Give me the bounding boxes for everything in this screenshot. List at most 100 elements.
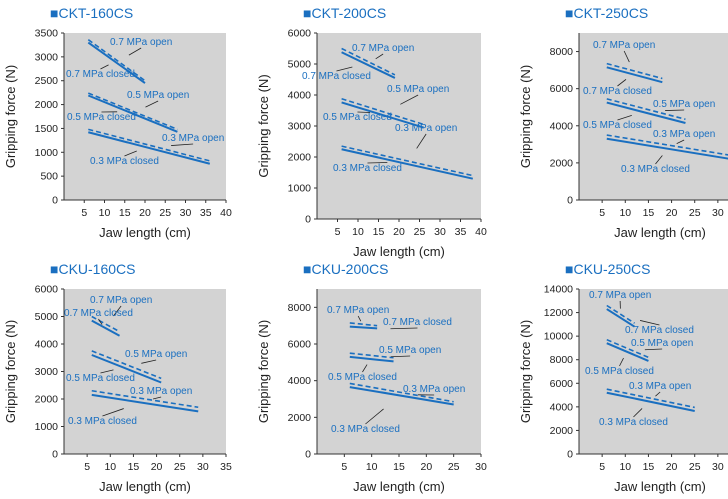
series-label: 0.7 MPa open: [352, 43, 414, 54]
y-tick-label: 2000: [550, 425, 574, 437]
x-axis-label: Jaw length (cm): [353, 479, 445, 494]
y-tick-label: 5000: [288, 59, 312, 71]
series-label: 0.3 MPa open: [629, 381, 691, 392]
y-tick-label: 6000: [288, 339, 312, 351]
series-line-0-5-mpa-closed: [606, 101, 686, 124]
plot-area: [579, 289, 728, 454]
series-label: 0.5 MPa open: [387, 84, 449, 95]
series-line-0-3-mpa-closed: [88, 131, 211, 165]
x-tick-label: 5: [81, 207, 87, 219]
leader-line: [362, 364, 368, 373]
leader-line: [113, 305, 122, 317]
series-label: 0.3 MPa open: [395, 123, 457, 134]
x-tick-label: 5: [599, 461, 605, 473]
y-tick-label: 2000: [288, 412, 312, 424]
x-tick-label: 10: [366, 461, 378, 473]
series-line-0-3-mpa-open: [91, 389, 199, 409]
series-label: 0.3 MPa closed: [621, 164, 690, 175]
leader-line: [367, 162, 388, 164]
series-label: 0.3 MPa closed: [90, 156, 159, 167]
leader-line: [400, 94, 419, 105]
series-label: 0.7 MPa open: [110, 37, 172, 48]
y-tick-label: 6000: [288, 28, 312, 40]
y-tick-label: 2500: [35, 75, 59, 87]
series-label: 0.3 MPa open: [653, 129, 715, 140]
x-tick-label: 5: [599, 207, 605, 219]
series-label: 0.5 MPa open: [125, 349, 187, 360]
chart-svg: 0 2000 4000 6000 8000 10000 12000 14000 5 10 15 20 2…: [518, 284, 728, 494]
x-axis-label: Jaw length (cm): [99, 479, 191, 494]
series-line-0-7-mpa-open: [87, 39, 146, 82]
series-label: 0.5 MPa open: [653, 99, 715, 110]
y-tick-label: 6000: [550, 83, 574, 95]
leader-line: [617, 115, 632, 121]
chart-svg: 0 1000 2000 3000 4000 5000 6000 5 10 15 20 25 30 35 Ja…: [3, 284, 232, 495]
x-tick-label: 25: [448, 461, 460, 473]
leader-line: [141, 359, 157, 364]
y-tick-label: 2000: [35, 99, 59, 111]
y-tick-label: 6000: [35, 284, 59, 296]
y-axis-label: Gripping force (N): [518, 65, 533, 168]
series-label: 0.3 MPa open: [130, 386, 192, 397]
x-tick-label: 30: [712, 207, 724, 219]
series-line-0-3-mpa-closed: [606, 391, 695, 412]
series-line-0-7-mpa-closed: [87, 41, 146, 84]
x-tick-label: 5: [84, 461, 90, 473]
leader-line: [655, 155, 663, 165]
leader-line: [639, 320, 660, 326]
series-line-0-3-mpa-open: [606, 134, 728, 156]
y-tick-label: 1000: [288, 183, 312, 195]
series-label: 0.7 MPa open: [589, 290, 651, 301]
series-label: 0.7 MPa closed: [64, 308, 133, 319]
series-line-0-3-mpa-open: [88, 128, 211, 162]
x-tick-label: 35: [220, 461, 232, 473]
y-tick-label: 14000: [544, 284, 573, 296]
series-line-0-3-mpa-closed: [349, 386, 454, 406]
y-tick-label: 8000: [550, 46, 574, 58]
y-tick-label: 3000: [288, 121, 312, 133]
chart-svg: 0 2000 4000 6000 8000 5 10 15 20 25 30 Jaw length (…: [256, 289, 487, 494]
chart-title: ■CKU-200CS: [303, 261, 389, 277]
y-tick-label: 3500: [35, 28, 59, 40]
x-tick-label: 15: [643, 207, 655, 219]
y-tick-label: 12000: [544, 307, 573, 319]
leader-line: [665, 109, 685, 111]
leader-line: [145, 100, 159, 108]
y-axis-label: Gripping force (N): [518, 320, 533, 423]
leader-line: [390, 355, 411, 358]
series-line-0-3-mpa-closed: [606, 137, 728, 160]
series-line-0-3-mpa-closed: [91, 393, 199, 413]
x-tick-label: 40: [475, 226, 487, 238]
series-label: 0.7 MPa closed: [383, 317, 452, 328]
plot-area: [579, 33, 728, 200]
x-tick-label: 25: [174, 461, 186, 473]
x-tick-label: 10: [619, 207, 631, 219]
x-tick-label: 15: [128, 461, 140, 473]
chart-title: ■CKU-250CS: [565, 261, 651, 277]
series-label: 0.3 MPa open: [403, 384, 465, 395]
leader-line: [623, 50, 630, 63]
series-label: 0.3 MPa closed: [331, 424, 400, 435]
series-label: 0.7 MPa closed: [66, 69, 135, 80]
series-label: 0.7 MPa open: [90, 295, 152, 306]
y-tick-label: 0: [52, 195, 58, 207]
leader-line: [655, 391, 661, 397]
y-tick-label: 1000: [35, 421, 59, 433]
leader-line: [128, 47, 142, 56]
chart-title: ■CKU-160CS: [50, 261, 136, 277]
leader-line: [617, 79, 627, 87]
series-label: 0.5 MPa closed: [323, 112, 392, 123]
leader-line: [633, 408, 643, 418]
series-line-0-7-mpa-open: [606, 304, 635, 324]
leader-line: [357, 315, 362, 322]
x-tick-label: 15: [373, 226, 385, 238]
x-tick-label: 35: [200, 207, 212, 219]
plot-area: [64, 33, 226, 200]
series-line-0-5-mpa-open: [349, 352, 394, 359]
series-line-0-5-mpa-open: [341, 97, 424, 126]
series-line-0-7-mpa-closed: [91, 319, 121, 337]
series-line-0-5-mpa-closed: [606, 342, 649, 362]
leader-line: [619, 357, 624, 367]
x-tick-label: 20: [420, 461, 432, 473]
y-tick-label: 2000: [288, 152, 312, 164]
